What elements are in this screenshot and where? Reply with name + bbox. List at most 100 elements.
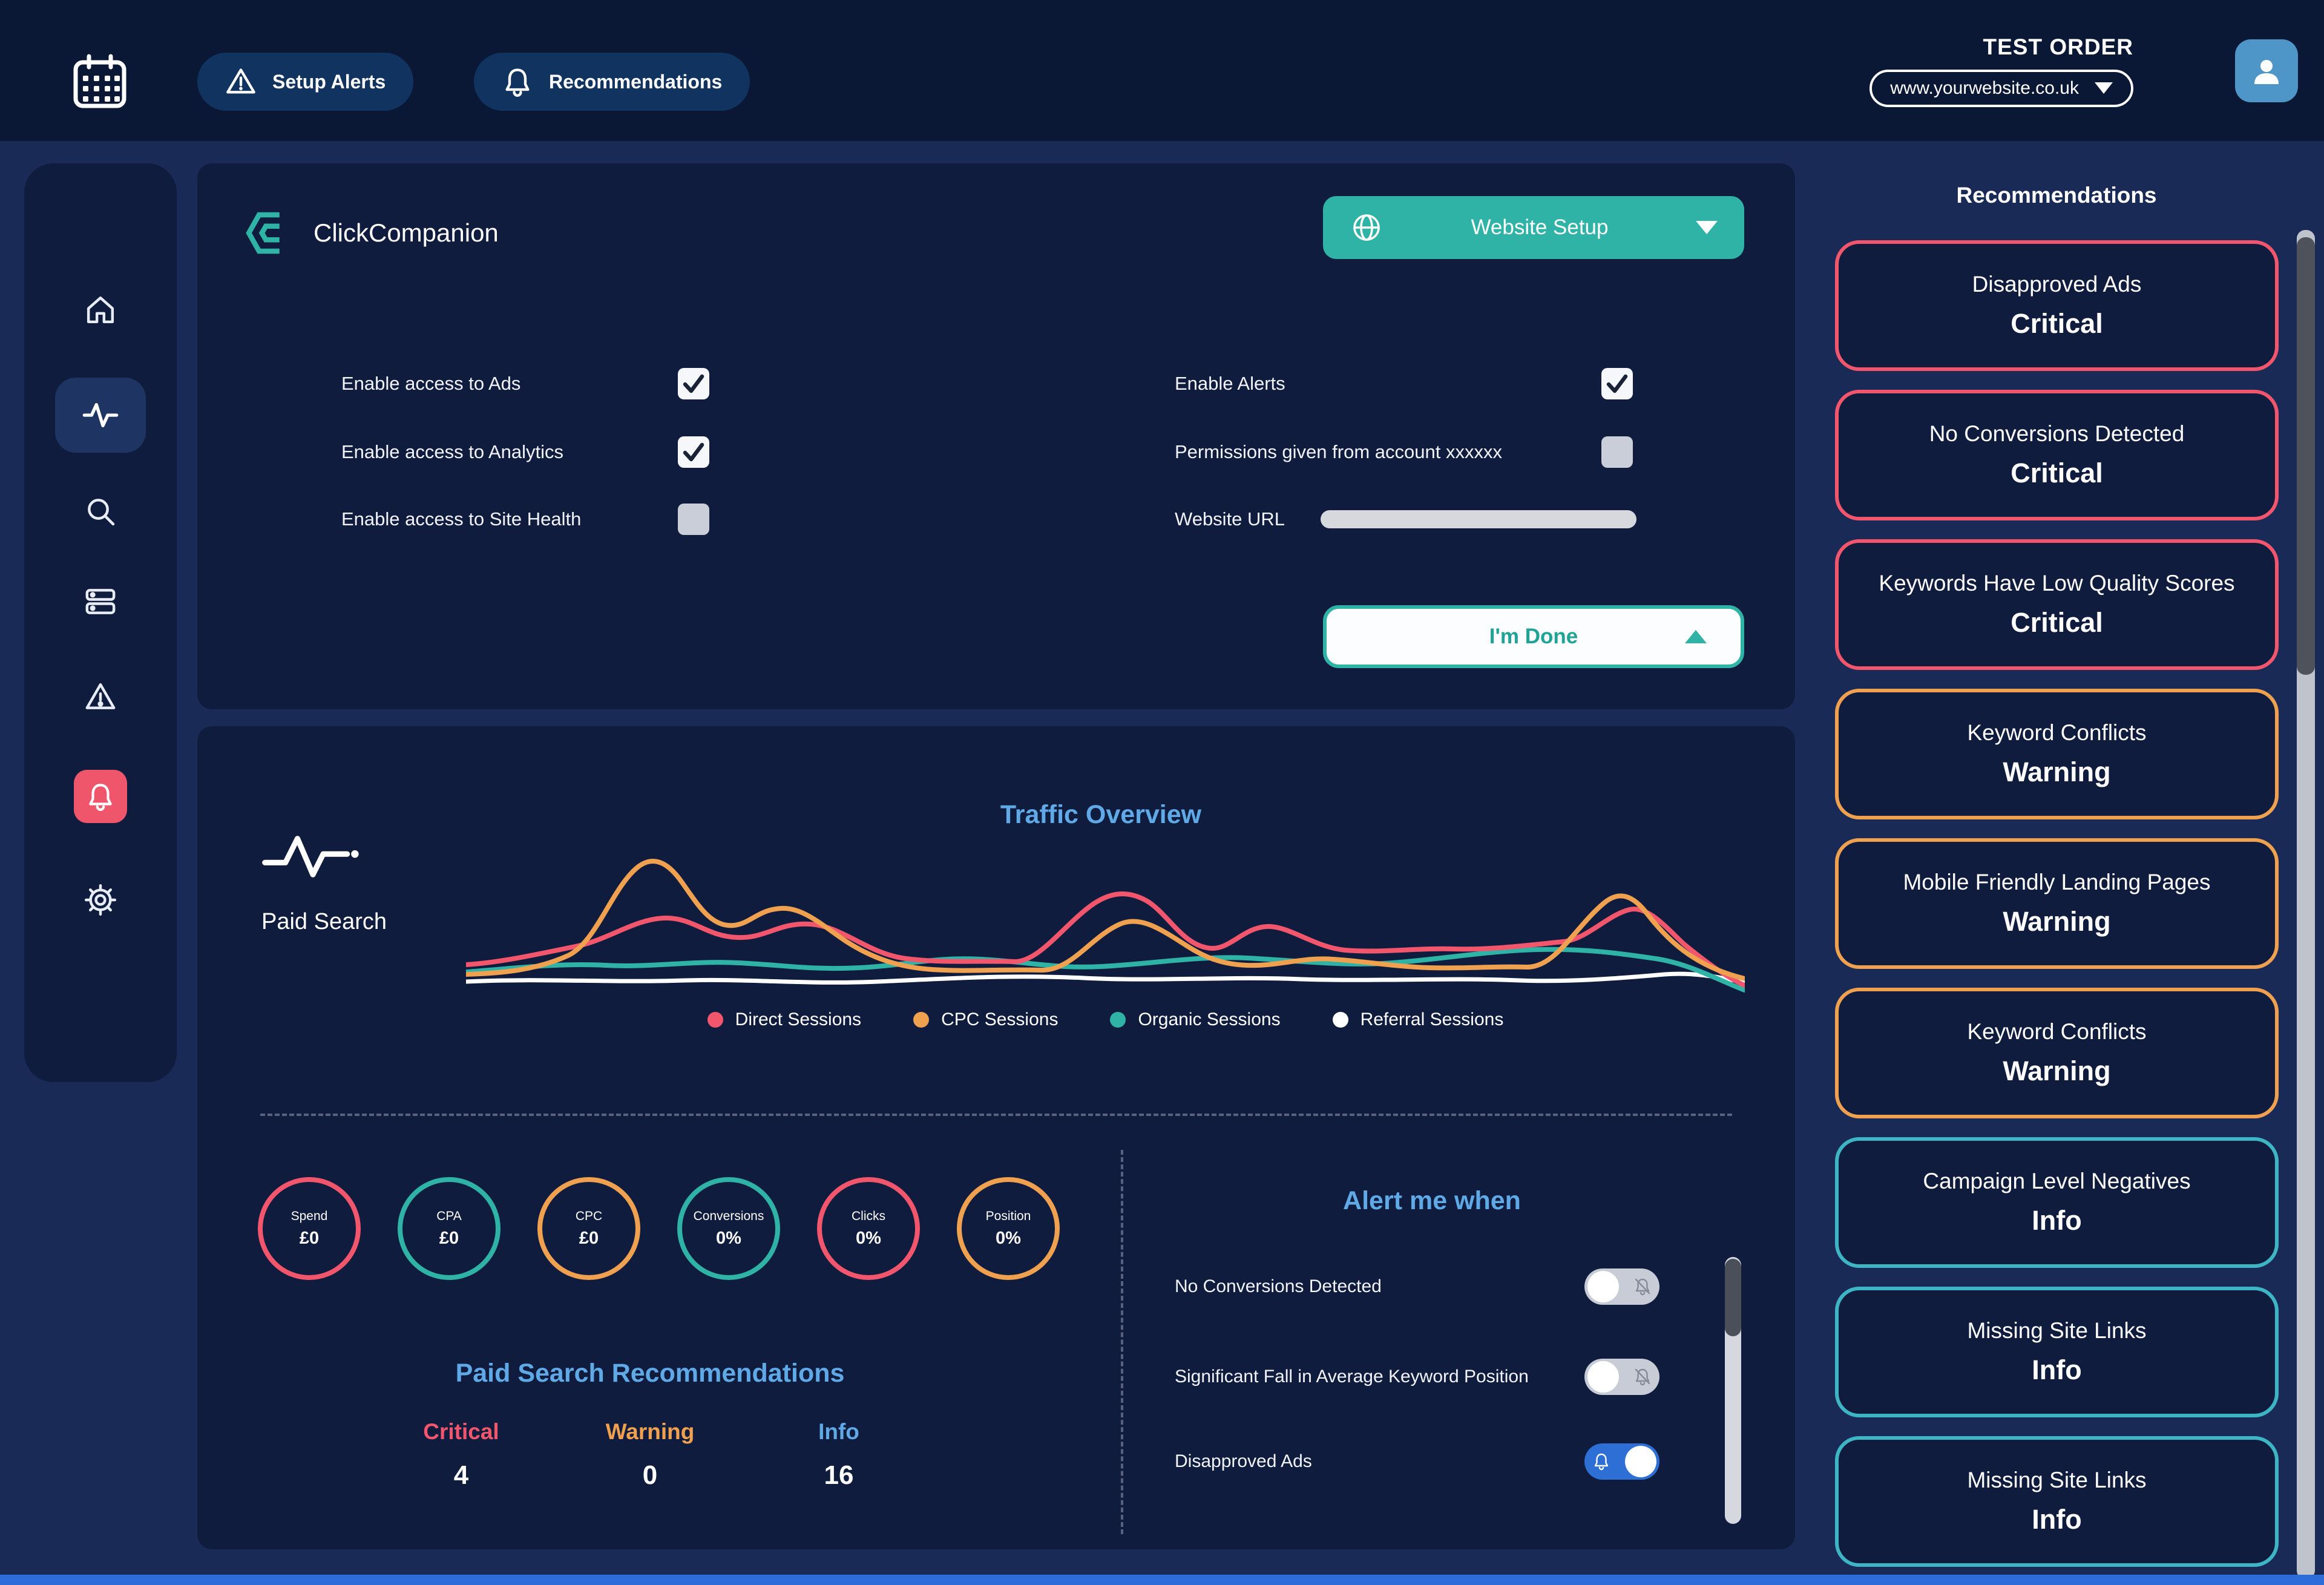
server-icon [84, 585, 117, 619]
user-icon [2250, 54, 2283, 88]
severity-badge: Info [2032, 1354, 2082, 1385]
alert-me-when-title: Alert me when [1343, 1186, 1521, 1215]
severity-badge: Warning [2003, 906, 2111, 937]
recommendation-card[interactable]: Missing Site Links Info [1835, 1287, 2279, 1417]
recommendation-title: Keywords Have Low Quality Scores [1879, 571, 2235, 596]
summary-warning: Warning 0 [583, 1419, 717, 1491]
stat-label: CPC [575, 1209, 603, 1223]
bell-icon [1592, 1452, 1611, 1471]
stat-value: £0 [299, 1228, 320, 1248]
toggle-keyword-position-fall[interactable] [1584, 1359, 1659, 1395]
sidebar-item-notifications[interactable] [74, 770, 127, 823]
footer-strip [0, 1575, 2324, 1585]
recommendation-card[interactable]: Campaign Level Negatives Info [1835, 1137, 2279, 1268]
summary-value: 4 [453, 1460, 469, 1490]
chart-legend: Direct Sessions CPC Sessions Organic Ses… [466, 1009, 1745, 1030]
recommendation-card[interactable]: Keywords Have Low Quality Scores Critica… [1835, 539, 2279, 670]
summary-value: 16 [824, 1460, 854, 1490]
option-label: Enable access to Site Health [341, 508, 582, 530]
legend-item-referral: Referral Sessions [1332, 1009, 1503, 1030]
bell-off-icon [1633, 1367, 1652, 1386]
option-row: Enable access to Analytics [341, 436, 709, 468]
recommendation-card[interactable]: Keyword Conflicts Warning [1835, 689, 2279, 819]
severity-badge: Info [2032, 1205, 2082, 1236]
warning-icon [84, 680, 117, 714]
sidebar-item-alerts[interactable] [82, 678, 119, 715]
alerts-scrollbar[interactable] [1725, 1257, 1741, 1524]
clickcompanion-logo-icon [241, 206, 295, 260]
option-label: Enable Alerts [1175, 373, 1285, 394]
checkbox-enable-site-health[interactable] [678, 504, 709, 535]
im-done-button[interactable]: I'm Done [1323, 605, 1744, 668]
recommendation-card[interactable]: Missing Site Links Info [1835, 1436, 2279, 1567]
scrollbar-thumb[interactable] [2297, 237, 2315, 675]
paid-search-recommendations-title: Paid Search Recommendations [455, 1359, 845, 1388]
website-dropdown[interactable]: www.yourwebsite.co.uk [1869, 69, 2133, 107]
toggle-disapproved-ads[interactable] [1584, 1443, 1659, 1480]
sidebar-item-home[interactable] [82, 292, 119, 328]
kpi-stats: Spend £0 CPA £0 CPC £0 Conversions 0% Cl… [258, 1177, 1060, 1280]
recommendation-card[interactable]: Mobile Friendly Landing Pages Warning [1835, 838, 2279, 969]
stat-value: £0 [579, 1228, 599, 1248]
toggle-knob [1587, 1361, 1619, 1393]
stat-label: Spend [290, 1209, 328, 1223]
checkbox-permissions[interactable] [1601, 436, 1633, 468]
recommendation-card[interactable]: Keyword Conflicts Warning [1835, 988, 2279, 1118]
recommendation-card[interactable]: No Conversions Detected Critical [1835, 390, 2279, 520]
sidebar-item-search[interactable] [82, 493, 119, 530]
website-url-row: Website URL [1175, 504, 1636, 535]
website-dropdown-value: www.yourwebsite.co.uk [1890, 77, 2079, 98]
website-setup-button[interactable]: Website Setup [1323, 196, 1744, 259]
sidebar-item-accounts[interactable] [82, 583, 119, 620]
setup-alerts-label: Setup Alerts [272, 70, 386, 93]
referral-sessions-line [466, 971, 1745, 985]
option-row: Permissions given from account xxxxxx [1175, 436, 1633, 468]
option-row: Enable Alerts [1175, 368, 1633, 399]
brand-name: ClickCompanion [313, 218, 499, 247]
recommendation-title: Missing Site Links [1967, 1318, 2147, 1343]
checkbox-enable-analytics[interactable] [678, 436, 709, 468]
website-url-input[interactable] [1321, 510, 1636, 528]
setup-alerts-button[interactable]: Setup Alerts [197, 53, 414, 111]
stat-value: 0% [856, 1228, 881, 1248]
dashed-divider-horizontal [260, 1114, 1732, 1116]
panel-scrollbar[interactable] [2297, 230, 2315, 1579]
alert-row: Significant Fall in Average Keyword Posi… [1175, 1359, 1659, 1395]
checkbox-enable-ads[interactable] [678, 368, 709, 399]
pulse-icon [261, 828, 387, 884]
chevron-up-icon [1685, 630, 1707, 643]
legend-dot [707, 1012, 723, 1028]
legend-label: Organic Sessions [1138, 1009, 1281, 1029]
home-icon [84, 293, 117, 327]
avatar[interactable] [2235, 39, 2298, 102]
recommendations-button[interactable]: Recommendations [474, 53, 750, 111]
severity-summary: Critical 4 Warning 0 Info 16 [395, 1419, 905, 1491]
recommendations-button-label: Recommendations [549, 70, 723, 93]
sidebar-item-settings[interactable] [82, 882, 119, 918]
stat-label: Clicks [852, 1209, 885, 1223]
order-block: TEST ORDER www.yourwebsite.co.uk [1869, 34, 2133, 107]
website-url-label: Website URL [1175, 508, 1285, 530]
scrollbar-thumb[interactable] [1725, 1259, 1741, 1336]
toggle-no-conversions[interactable] [1584, 1268, 1659, 1305]
stat-label: CPA [436, 1209, 462, 1223]
summary-label: Critical [423, 1419, 499, 1444]
alert-row: No Conversions Detected [1175, 1268, 1659, 1305]
checkbox-enable-alerts[interactable] [1601, 368, 1633, 399]
cpc-sessions-line [466, 859, 1745, 981]
recommendations-panel: Disapproved Ads Critical No Conversions … [1835, 240, 2279, 1567]
calendar-button[interactable] [70, 51, 130, 112]
recommendation-card[interactable]: Disapproved Ads Critical [1835, 240, 2279, 371]
recommendation-title: No Conversions Detected [1929, 421, 2185, 446]
warning-icon [225, 66, 257, 97]
stat-value: 0% [716, 1228, 741, 1248]
gear-icon [84, 883, 117, 917]
stat-value: £0 [439, 1228, 459, 1248]
alert-label: No Conversions Detected [1175, 1276, 1382, 1296]
stat-cpa: CPA £0 [398, 1177, 501, 1280]
bell-icon [502, 66, 533, 97]
sidebar-item-analytics[interactable] [55, 378, 146, 453]
recommendation-title: Missing Site Links [1967, 1468, 2147, 1492]
search-icon [84, 494, 117, 528]
